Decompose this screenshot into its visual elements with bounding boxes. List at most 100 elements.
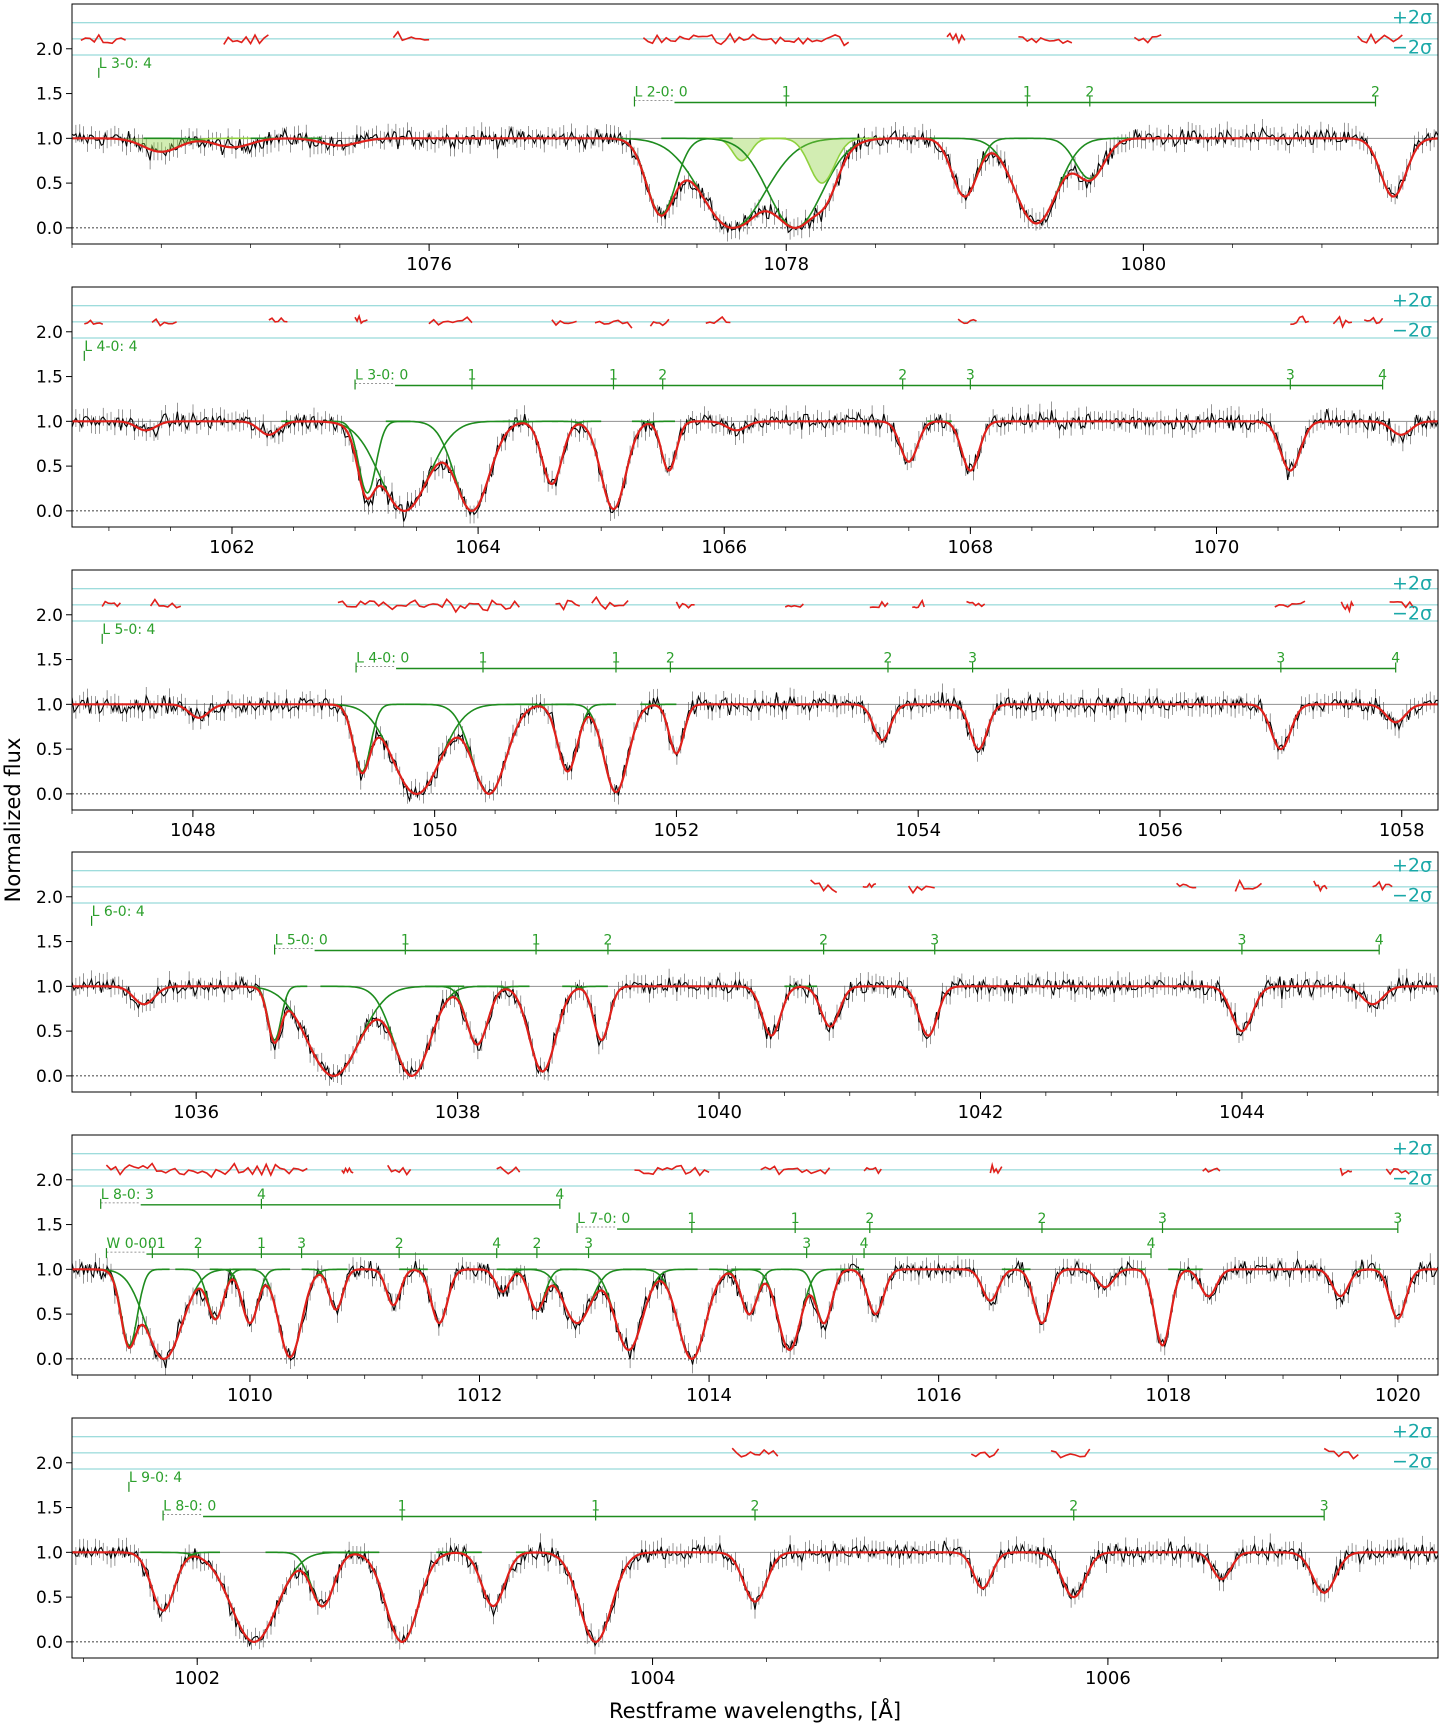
x-tick-label-2: 1040: [696, 1102, 742, 1123]
y-tick-label-3: 1.5: [36, 1216, 63, 1236]
x-tick-label-1: 1038: [435, 1102, 481, 1123]
transition-label-0-0: L 6-0: 4: [92, 904, 145, 920]
panel-1: L 3-0: 4 L 2-0: 0 1 1 2 2 +2σ −2σ 0.0 0.5 1.0 1.5 2.…: [36, 3, 1439, 275]
residual-segment-5: [1018, 36, 1073, 45]
x-tick-label-5: 1058: [1379, 820, 1425, 841]
component-profile-6: [687, 420, 786, 432]
residual-segment-9: [957, 318, 977, 325]
residual-segment-6: [594, 319, 633, 329]
residual-segment-7: [989, 1161, 1003, 1175]
y-tick-label-2: 1.0: [36, 1543, 63, 1563]
residual-segment-5: [551, 319, 577, 327]
residual-segment-2: [1050, 1448, 1091, 1459]
transition-label-1-6: 3: [1237, 933, 1246, 949]
transition-label-1-1: 1: [782, 85, 791, 101]
x-tick-label-5: 1020: [1375, 1385, 1421, 1406]
transition-label-1-7: 4: [1378, 368, 1387, 384]
residual-segment-0: [84, 319, 104, 326]
axes-frame: [71, 1134, 1439, 1376]
transition-label-1-5: 3: [1158, 1211, 1167, 1227]
component-profile-5: [301, 1268, 371, 1311]
residual-segment-1: [223, 33, 269, 46]
residual-segment-6: [1372, 880, 1393, 892]
panel-4: L 6-0: 4 L 5-0: 0 1 1 2 2 3 3 4 +2σ −2σ 0.0 0.5 1.0 1.…: [36, 851, 1439, 1123]
residual-segment-3: [354, 313, 368, 325]
transition-label-1-2: 1: [609, 368, 618, 384]
component-profile-3: [322, 1551, 482, 1643]
residual-segment-2: [337, 597, 520, 614]
transition-label-1-0: L 3-0: 0: [355, 368, 408, 384]
transition-label-1-0: L 7-0: 0: [577, 1211, 630, 1227]
x-tick-label-2: 1052: [654, 820, 700, 841]
x-tick-label-1: 1064: [455, 537, 501, 558]
y-tick-label-1: 0.5: [36, 1305, 63, 1325]
transition-label-2-9: 3: [802, 1236, 811, 1252]
residual-segment-5: [760, 1165, 831, 1176]
transition-label-0-0: L 5-0: 4: [102, 622, 155, 638]
plot-area: L 3-0: 4 L 2-0: 0 1 1 2 2: [72, 22, 1438, 242]
plot-area: L 6-0: 4 L 5-0: 0 1 1 2 2 3 3 4: [72, 870, 1438, 1086]
transition-label-1-4: 2: [1371, 85, 1380, 101]
residual-segment-6: [1133, 34, 1162, 44]
y-tick-label-2: 1.0: [36, 129, 63, 149]
residual-segment-8: [1202, 1167, 1221, 1173]
residual-segment-11: [1340, 600, 1355, 614]
y-tick-label-0: 0.0: [36, 1350, 63, 1370]
model-total: [72, 703, 1438, 796]
x-tick-label-3: 1068: [947, 537, 993, 558]
transition-label-0-0: L 8-0: 3: [101, 1187, 154, 1203]
transition-label-2-6: 4: [492, 1236, 501, 1252]
transition-label-2-10: 4: [860, 1236, 869, 1252]
y-tick-label-3: 1.5: [36, 651, 63, 671]
residual-segment-5: [1313, 880, 1328, 893]
transition-label-1-3: 2: [658, 368, 667, 384]
sigma-plus-label: +2σ: [1392, 573, 1432, 595]
transition-label-1-4: 2: [819, 933, 828, 949]
sigma-plus-label: +2σ: [1392, 290, 1432, 312]
residual-segment-3: [1323, 1447, 1359, 1460]
transition-label-1-4: 2: [1069, 1499, 1078, 1515]
residual-segment-0: [101, 600, 121, 608]
component-profile-7: [937, 1551, 1029, 1589]
x-tick-label-0: 1010: [227, 1385, 273, 1406]
component-profile-1: [281, 420, 528, 512]
y-tick-label-3: 1.5: [36, 933, 63, 953]
y-tick-label-2: 1.0: [36, 695, 63, 715]
transition-label-1-3: 2: [751, 1499, 760, 1515]
component-profile-8: [1330, 137, 1438, 198]
transition-label-2-0: W 0-0: 1: [106, 1236, 165, 1252]
component-profile-23: [1357, 1268, 1438, 1320]
panel-6: L 9-0: 4 L 8-0: 0 1 1 2 2 3 +2σ −2σ 0.0 0.5 1.0 1.5 2…: [36, 1417, 1439, 1689]
transition-label-1-3: 2: [1085, 85, 1094, 101]
transition-label-1-1: 1: [398, 1499, 407, 1515]
transition-label-1-6: 3: [1393, 1211, 1402, 1227]
sigma-minus-label: −2σ: [1392, 319, 1432, 341]
model-total: [72, 985, 1438, 1078]
residual-segment-0: [731, 1447, 779, 1458]
transition-label-1-2: 1: [612, 651, 621, 667]
residual-segment-4: [428, 316, 473, 326]
component-profile-15: [783, 1268, 865, 1324]
transition-label-2-1: 0: [148, 1236, 157, 1252]
y-tick-label-1: 0.5: [36, 1022, 63, 1042]
component-profile-5: [562, 985, 641, 1041]
x-tick-label-4: 1044: [1219, 1102, 1265, 1123]
residual-segment-1: [149, 598, 182, 609]
transition-label-1-0: L 2-0: 0: [634, 85, 687, 101]
residual-segment-6: [863, 1166, 882, 1175]
residual-segment-1: [151, 318, 177, 327]
plot-area: L 4-0: 4 L 3-0: 0 1 1 2 2 3 3 4: [72, 305, 1438, 527]
component-profile-0: [89, 1268, 170, 1347]
transition-label-1-4: 2: [1038, 1211, 1047, 1227]
transition-label-1-0: L 8-0: 0: [163, 1499, 216, 1515]
y-tick-label-2: 1.0: [36, 412, 63, 432]
residual-segment-10: [1385, 1167, 1410, 1176]
y-tick-label-3: 1.5: [36, 85, 63, 105]
x-tick-label-1: 1078: [763, 254, 809, 275]
x-tick-label-0: 1062: [209, 537, 255, 558]
transition-label-0-0: L 3-0: 4: [99, 56, 152, 72]
y-tick-label-3: 1.5: [36, 1499, 63, 1519]
sigma-plus-label: +2σ: [1392, 855, 1432, 877]
y-tick-label-0: 0.0: [36, 1633, 63, 1653]
residual-segment-4: [591, 595, 629, 611]
